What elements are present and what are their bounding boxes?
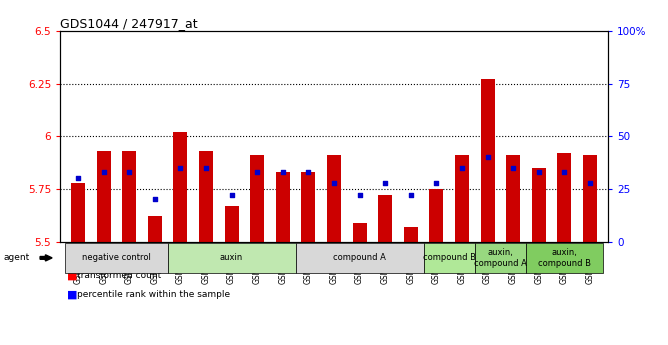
Bar (532, 168, 546, 241)
Point (73, 176, 84, 181)
Text: transformed count: transformed count (77, 272, 161, 280)
Point (354, 193, 365, 198)
Bar (378, 195, 392, 242)
Point (226, 193, 237, 198)
Bar (224, 206, 238, 242)
Point (508, 165, 518, 171)
Bar (506, 155, 520, 242)
Point (175, 165, 186, 171)
Bar (557, 153, 571, 242)
Bar (174, 132, 188, 241)
Text: auxin: auxin (220, 253, 243, 263)
Point (380, 180, 391, 185)
Point (277, 169, 288, 175)
Bar (455, 155, 469, 242)
Text: ■: ■ (67, 290, 77, 300)
Text: negative control: negative control (82, 253, 151, 263)
Bar (583, 155, 597, 242)
Bar (199, 151, 213, 242)
Point (124, 169, 134, 175)
Point (559, 169, 570, 175)
Bar (71, 183, 85, 241)
Bar (97, 151, 111, 242)
Bar (148, 216, 162, 241)
Text: auxin,
compound B: auxin, compound B (538, 248, 591, 268)
Text: GDS1044 / 247917_at: GDS1044 / 247917_at (60, 17, 198, 30)
Text: agent: agent (3, 253, 29, 263)
Point (150, 197, 160, 202)
Text: compound A: compound A (333, 253, 386, 263)
Point (303, 169, 314, 175)
Text: auxin,
compound A: auxin, compound A (474, 248, 527, 268)
Point (584, 180, 595, 185)
Point (252, 169, 263, 175)
Bar (122, 151, 136, 242)
Bar (250, 155, 265, 242)
Point (98, 169, 109, 175)
Bar (403, 227, 418, 242)
Point (405, 193, 416, 198)
Point (329, 180, 339, 185)
Bar (301, 172, 315, 242)
Bar (430, 189, 444, 241)
Point (200, 165, 211, 171)
Text: percentile rank within the sample: percentile rank within the sample (77, 290, 230, 299)
Text: ■: ■ (67, 271, 77, 281)
Point (482, 155, 493, 160)
Point (457, 165, 468, 171)
Bar (276, 172, 290, 242)
Text: compound B: compound B (423, 253, 476, 263)
Bar (480, 79, 494, 242)
Bar (353, 223, 367, 242)
Bar (327, 155, 341, 242)
Point (431, 180, 442, 185)
Point (534, 169, 544, 175)
